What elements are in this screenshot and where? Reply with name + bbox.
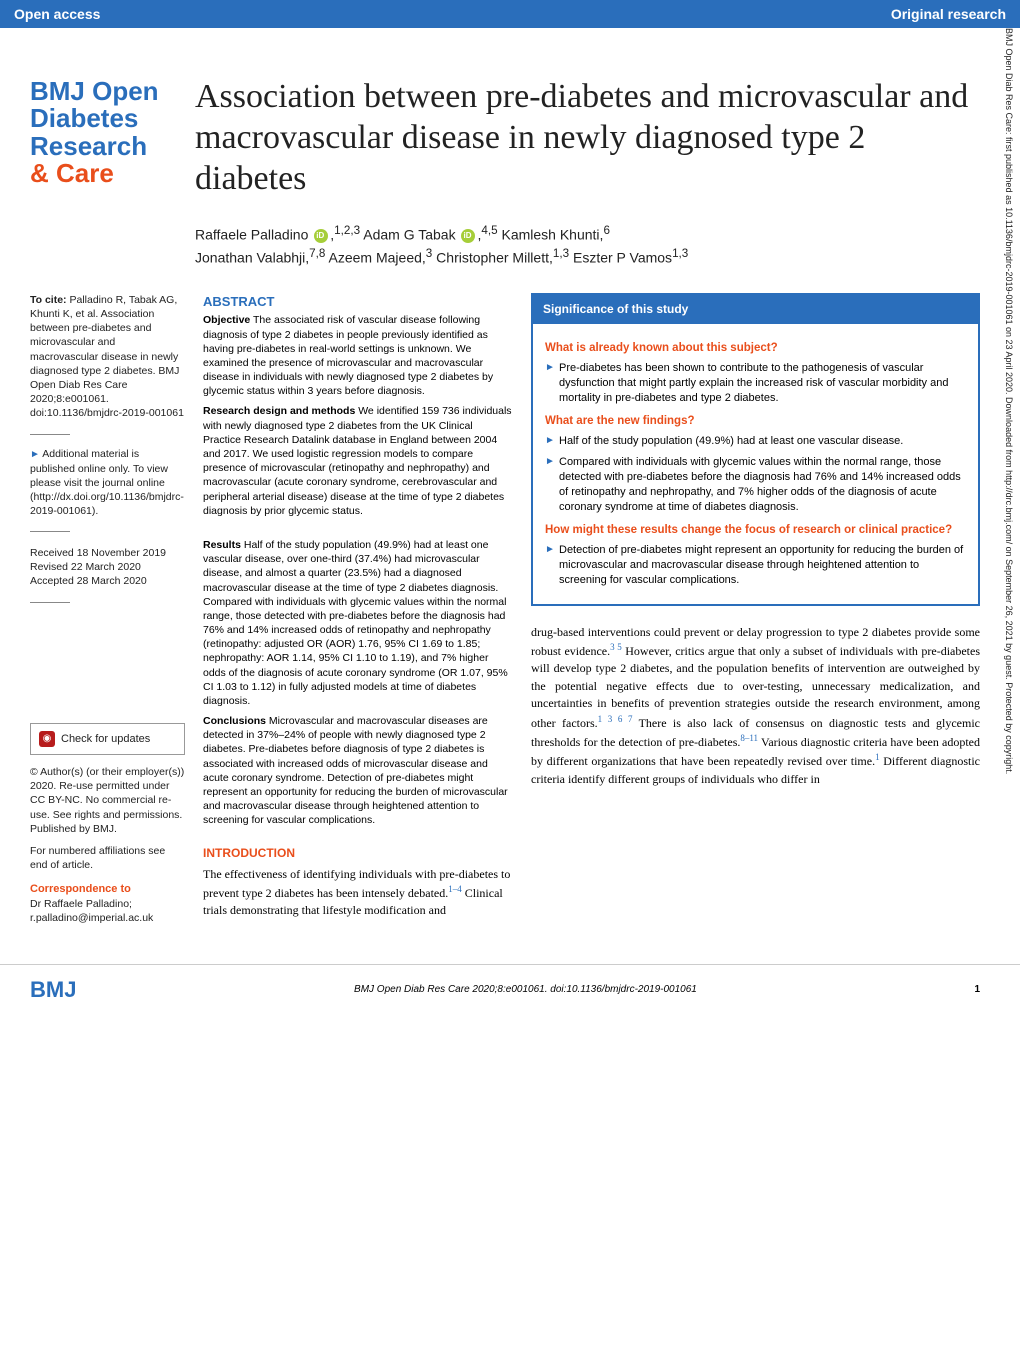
supplementary-note: ► Additional material is published onlin… <box>30 447 185 518</box>
abstract-text: The associated risk of vascular disease … <box>203 314 493 397</box>
cite-text: Palladino R, Tabak AG, Khunti K, et al. … <box>30 294 184 419</box>
sig-item: Detection of pre-diabetes might represen… <box>559 543 966 588</box>
affiliation-sup: 1,2,3 <box>334 224 360 237</box>
orcid-icon[interactable] <box>461 229 475 243</box>
sig-item: Pre-diabetes has been shown to contribut… <box>559 361 966 406</box>
article-title: Association between pre-diabetes and mic… <box>195 77 980 199</box>
author-name: Azeem Majeed, <box>329 250 426 266</box>
significance-heading: Significance of this study <box>533 295 978 324</box>
cite-label: To cite: <box>30 294 67 306</box>
author-name: Kamlesh Khunti, <box>501 226 603 242</box>
sig-list-1: Pre-diabetes has been shown to contribut… <box>545 361 966 406</box>
sig-question-2: What are the new findings? <box>545 413 966 430</box>
arrow-icon: ► <box>30 449 40 460</box>
abstract-text: We identified 159 736 individuals with n… <box>203 405 512 516</box>
author-name: Jonathan Valabhji, <box>195 250 309 266</box>
correspondence-text: Dr Raffaele Palladino; r.palladino@imper… <box>30 897 185 925</box>
divider <box>30 602 70 603</box>
affiliation-sup: 1,3 <box>553 247 569 260</box>
abstract-conclusions: Conclusions Microvascular and macrovascu… <box>203 714 513 827</box>
affiliation-sup: 1,3 <box>672 247 688 260</box>
author-name: Raffaele Palladino <box>195 226 308 242</box>
abstract-label: Results <box>203 539 241 551</box>
page-footer: BMJ BMJ Open Diab Res Care 2020;8:e00106… <box>0 964 1020 1011</box>
sig-question-1: What is already known about this subject… <box>545 340 966 357</box>
sig-question-3: How might these results change the focus… <box>545 522 966 539</box>
abstract-text: Microvascular and macrovascular diseases… <box>203 715 508 826</box>
check-updates-button[interactable]: ◉ Check for updates <box>30 723 185 755</box>
affiliation-sup: 4,5 <box>481 224 497 237</box>
significance-box: Significance of this study What is alrea… <box>531 293 980 606</box>
journal-header-bar: Open access Original research <box>0 0 1020 28</box>
author-name: Adam G Tabak <box>363 226 455 242</box>
ref-sup[interactable]: 1–4 <box>448 884 462 894</box>
body-continuation: drug-based interventions could prevent o… <box>531 624 980 789</box>
affiliation-sup: 6 <box>603 224 609 237</box>
supp-text: Additional material is published online … <box>30 448 184 517</box>
license-text: © Author(s) (or their employer(s)) 2020.… <box>30 765 185 836</box>
introduction-heading: INTRODUCTION <box>203 845 513 861</box>
correspondence-block: Correspondence to Dr Raffaele Palladino;… <box>30 882 185 925</box>
divider <box>30 531 70 532</box>
abstract-label: Objective <box>203 314 250 326</box>
citation-block: To cite: Palladino R, Tabak AG, Khunti K… <box>30 293 185 421</box>
footer-citation: BMJ Open Diab Res Care 2020;8:e001061. d… <box>354 984 697 995</box>
sig-item: Half of the study population (49.9%) had… <box>559 434 966 449</box>
orcid-icon[interactable] <box>314 229 328 243</box>
bookmark-icon: ◉ <box>39 731 55 747</box>
article-type-label: Original research <box>891 6 1006 22</box>
abstract-design: Research design and methods We identifie… <box>203 404 513 517</box>
ref-sup[interactable]: 1 3 6 7 <box>598 714 633 724</box>
introduction-text: The effectiveness of identifying individ… <box>203 866 513 920</box>
author-name: Christopher Millett, <box>436 250 553 266</box>
check-updates-label: Check for updates <box>61 732 150 747</box>
page-number: 1 <box>974 984 980 995</box>
sig-list-2: Half of the study population (49.9%) had… <box>545 434 966 514</box>
correspondence-heading: Correspondence to <box>30 882 185 897</box>
open-access-label: Open access <box>14 6 100 22</box>
middle-column: ABSTRACT Objective The associated risk o… <box>203 293 513 926</box>
authors-block: Raffaele Palladino ,1,2,3 Adam G Tabak ,… <box>195 222 980 269</box>
left-sidebar: To cite: Palladino R, Tabak AG, Khunti K… <box>30 293 185 926</box>
copyright-vertical-text: BMJ Open Diab Res Care: first published … <box>1002 28 1014 1308</box>
abstract-objective: Objective The associated risk of vascula… <box>203 313 513 398</box>
sig-list-3: Detection of pre-diabetes might represen… <box>545 543 966 588</box>
abstract-label: Research design and methods <box>203 405 355 417</box>
abstract-heading: ABSTRACT <box>203 293 513 311</box>
affiliation-sup: 7,8 <box>309 247 325 260</box>
affiliations-note: For numbered affiliations see end of art… <box>30 844 185 872</box>
affiliation-sup: 3 <box>426 247 432 260</box>
sig-item: Compared with individuals with glycemic … <box>559 455 966 514</box>
author-name: Eszter P Vamos <box>573 250 672 266</box>
abstract-text: Half of the study population (49.9%) had… <box>203 539 508 707</box>
article-dates: Received 18 November 2019 Revised 22 Mar… <box>30 546 185 589</box>
divider <box>30 434 70 435</box>
right-column: Significance of this study What is alrea… <box>531 293 980 926</box>
bmj-logo: BMJ <box>30 977 76 1003</box>
ref-sup[interactable]: 3 5 <box>610 642 622 652</box>
abstract-label: Conclusions <box>203 715 266 727</box>
ref-sup[interactable]: 8–11 <box>740 733 758 743</box>
abstract-results: Results Half of the study population (49… <box>203 524 513 708</box>
